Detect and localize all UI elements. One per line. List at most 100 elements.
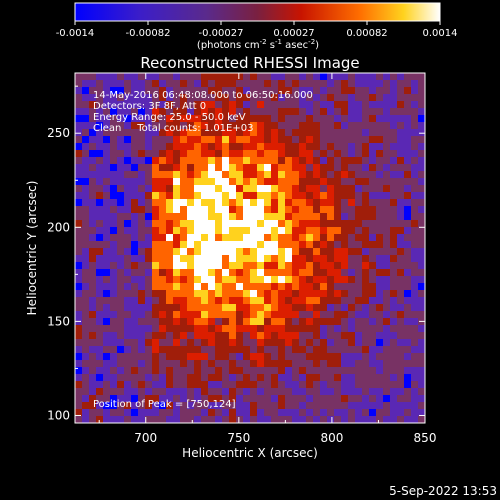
heatmap-cell — [124, 374, 132, 382]
heatmap-cell — [236, 346, 244, 354]
heatmap-cell — [110, 269, 118, 277]
heatmap-cell — [180, 101, 188, 109]
heatmap-cell — [173, 108, 181, 116]
heatmap-cell — [327, 178, 335, 186]
heatmap-cell — [376, 269, 384, 277]
heatmap-cell — [299, 213, 307, 221]
heatmap-cell — [292, 108, 300, 116]
heatmap-cell — [243, 388, 251, 396]
heatmap-cell — [117, 136, 125, 144]
heatmap-cell — [222, 115, 230, 123]
heatmap-cell — [180, 304, 188, 312]
heatmap-cell — [117, 150, 125, 158]
heatmap-cell — [306, 136, 314, 144]
heatmap-cell — [208, 178, 216, 186]
heatmap-cell — [271, 178, 279, 186]
heatmap-cell — [271, 381, 279, 389]
heatmap-cell — [187, 248, 195, 256]
heatmap-cell — [376, 360, 384, 368]
heatmap-cell — [292, 206, 300, 214]
heatmap-cell — [131, 220, 139, 228]
heatmap-cell — [75, 332, 83, 340]
heatmap-cell — [278, 157, 286, 165]
heatmap-cell — [404, 171, 412, 179]
heatmap-cell — [96, 339, 104, 347]
heatmap-cell — [180, 150, 188, 158]
heatmap-cell — [320, 136, 328, 144]
heatmap-cell — [180, 192, 188, 200]
heatmap-cell — [208, 297, 216, 305]
heatmap-cell — [187, 297, 195, 305]
heatmap-cell — [180, 318, 188, 326]
heatmap-cell — [411, 143, 419, 151]
heatmap-cell — [208, 108, 216, 116]
heatmap-cell — [138, 395, 146, 403]
heatmap-cell — [257, 416, 265, 423]
heatmap-cell — [306, 416, 314, 423]
heatmap-cell — [250, 220, 258, 228]
heatmap-cell — [306, 262, 314, 270]
heatmap-cell — [383, 304, 391, 312]
heatmap-cell — [278, 367, 286, 375]
heatmap-cell — [145, 178, 153, 186]
heatmap-cell — [334, 206, 342, 214]
heatmap-cell — [152, 220, 160, 228]
heatmap-cell — [362, 241, 370, 249]
heatmap-cell — [75, 374, 83, 382]
heatmap-cell — [201, 409, 209, 417]
heatmap-cell — [292, 395, 300, 403]
heatmap-cell — [215, 311, 223, 319]
heatmap-cell — [362, 416, 370, 423]
heatmap-cell — [397, 220, 405, 228]
heatmap-cell — [250, 122, 258, 130]
heatmap-cell — [138, 262, 146, 270]
heatmap-cell — [243, 80, 251, 88]
heatmap-cell — [166, 248, 174, 256]
heatmap-cell — [208, 283, 216, 291]
heatmap-cell — [411, 164, 419, 172]
heatmap-cell — [334, 339, 342, 347]
heatmap-cell — [390, 241, 398, 249]
heatmap-cell — [75, 73, 83, 81]
heatmap-cell — [257, 171, 265, 179]
colorbar-unit-label: (photons cm-2 s-1 asec-2) — [197, 38, 319, 51]
heatmap-cell — [383, 199, 391, 207]
heatmap-cell — [355, 227, 363, 235]
heatmap-cell — [229, 388, 237, 396]
heatmap-cell — [145, 129, 153, 137]
heatmap-cell — [145, 304, 153, 312]
heatmap-cell — [376, 136, 384, 144]
heatmap-cell — [250, 227, 258, 235]
heatmap-cell — [96, 388, 104, 396]
heatmap-cell — [124, 143, 132, 151]
heatmap-cell — [124, 416, 132, 423]
heatmap-cell — [404, 325, 412, 333]
heatmap-cell — [243, 192, 251, 200]
heatmap-cell — [194, 304, 202, 312]
heatmap-cell — [327, 276, 335, 284]
heatmap-cell — [166, 283, 174, 291]
heatmap-cell — [180, 157, 188, 165]
heatmap-cell — [166, 304, 174, 312]
heatmap-cell — [362, 325, 370, 333]
heatmap-cell — [341, 164, 349, 172]
heatmap-cell — [75, 150, 83, 158]
heatmap-cell — [173, 178, 181, 186]
heatmap-cell — [376, 283, 384, 291]
heatmap-cell — [285, 199, 293, 207]
heatmap-cell — [145, 402, 153, 410]
heatmap-cell — [82, 122, 90, 130]
heatmap-cell — [257, 367, 265, 375]
heatmap-cell — [348, 297, 356, 305]
heatmap-cell — [418, 290, 425, 298]
heatmap-cell — [264, 402, 272, 410]
heatmap-cell — [208, 353, 216, 361]
heatmap-cell — [376, 346, 384, 354]
heatmap-cell — [229, 262, 237, 270]
heatmap-cell — [124, 101, 132, 109]
heatmap-cell — [397, 101, 405, 109]
heatmap-cell — [180, 227, 188, 235]
heatmap-cell — [152, 129, 160, 137]
x-axis-label: Heliocentric X (arcsec) — [182, 446, 318, 460]
heatmap-cell — [376, 367, 384, 375]
